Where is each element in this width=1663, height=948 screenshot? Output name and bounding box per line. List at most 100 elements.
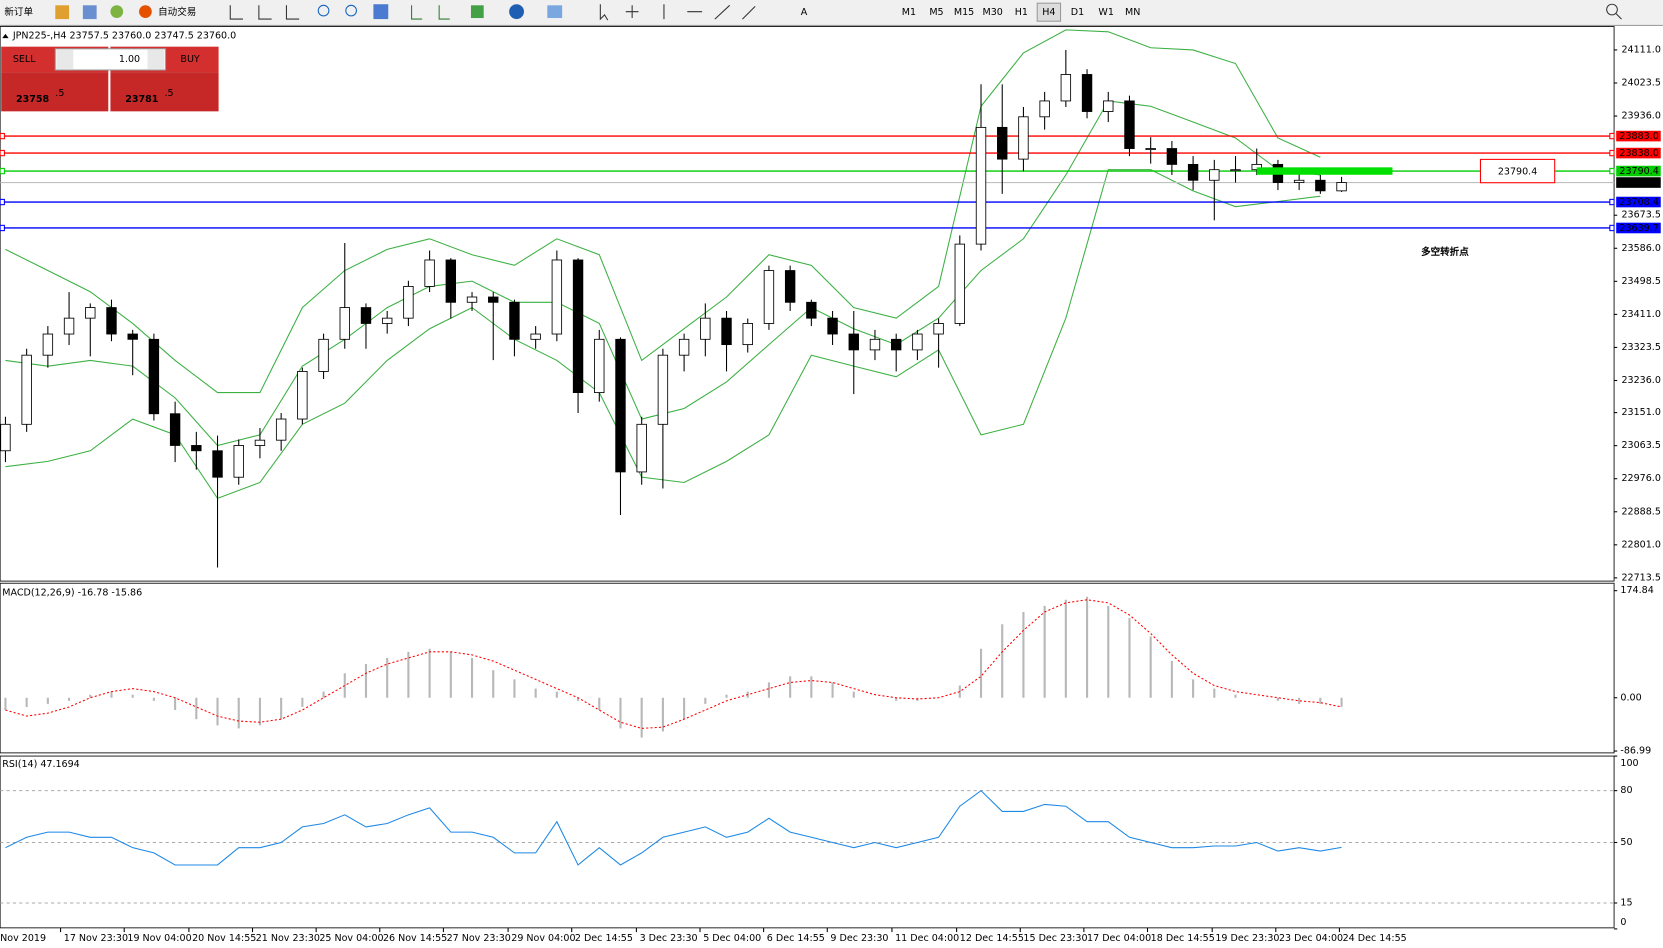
y-tick-label: 23236.0 — [1622, 375, 1661, 386]
icon[interactable] — [373, 4, 389, 20]
main-panel — [0, 26, 1615, 582]
sell-label[interactable]: SELL — [13, 54, 36, 65]
y-tick-label: 23673.5 — [1622, 210, 1661, 221]
candle-body — [318, 338, 329, 372]
y-tick-label: 80 — [1620, 785, 1632, 796]
timeframe-button[interactable]: M15 — [954, 7, 974, 18]
current-price-tag — [1616, 177, 1661, 188]
candle-body — [806, 301, 817, 319]
candle-body — [1060, 74, 1072, 102]
bid-price[interactable]: 23758 — [16, 94, 50, 105]
lots-spin[interactable] — [147, 49, 165, 69]
level-handle — [0, 132, 5, 140]
candle-body — [212, 450, 223, 478]
timeframe-button[interactable]: M1 — [902, 7, 916, 18]
candle-body — [106, 307, 117, 335]
x-tick-label: 18 Dec 14:55 — [1151, 933, 1215, 944]
toolbar-button[interactable]: 新订单 — [4, 6, 33, 18]
level-tag-label: 23883.0 — [1619, 131, 1658, 142]
lots-value[interactable]: 1.00 — [119, 54, 140, 65]
y-tick-label: 50 — [1620, 837, 1632, 848]
icon[interactable] — [345, 4, 357, 17]
bid-pips[interactable]: .5 — [55, 88, 64, 99]
ask-box[interactable] — [110, 72, 219, 112]
buy-label[interactable]: BUY — [180, 54, 200, 65]
x-tick-label: 19 Nov 04:00 — [127, 933, 191, 944]
timeframe-button[interactable]: M5 — [929, 7, 943, 18]
candle-body — [997, 126, 1008, 160]
x-tick-label: 24 Dec 14:55 — [1343, 933, 1407, 944]
icon[interactable] — [470, 5, 484, 19]
collapse-icon — [2, 33, 9, 39]
timeframe-button[interactable]: W1 — [1098, 7, 1113, 18]
candle-body — [63, 317, 75, 335]
icon[interactable] — [599, 4, 756, 21]
candle-body — [1081, 74, 1093, 112]
icon[interactable] — [82, 5, 97, 20]
candle-body — [975, 126, 987, 245]
x-tick-label: Nov 2019 — [0, 933, 46, 944]
icon[interactable] — [229, 5, 300, 20]
y-tick-label: 23151.0 — [1622, 407, 1661, 418]
candle-body — [678, 338, 690, 356]
bollinger-upper — [5, 29, 1321, 394]
x-tick-label: 19 Dec 23:30 — [1215, 933, 1279, 944]
level-tag-label: 23790.4 — [1619, 166, 1658, 177]
candle-body — [1315, 179, 1326, 192]
level-tag — [1616, 130, 1661, 142]
x-tick-label: 29 Nov 04:00 — [511, 933, 575, 944]
level-handle — [0, 149, 5, 157]
ask-pips[interactable]: .5 — [165, 88, 174, 99]
icon[interactable] — [110, 5, 124, 19]
candle-body — [191, 445, 202, 452]
x-tick-label: 3 Dec 23:30 — [640, 933, 698, 944]
timeframe-button[interactable]: MN — [1125, 7, 1140, 18]
candle-body — [381, 317, 393, 324]
level-tag — [1616, 165, 1661, 177]
candle-body — [1187, 163, 1199, 181]
y-tick-label: 23498.5 — [1622, 276, 1661, 287]
ask-price[interactable]: 23781 — [125, 94, 158, 105]
y-tick-label: 100 — [1620, 758, 1638, 769]
timeframe-active — [1036, 2, 1062, 22]
chart-window — [0, 26, 1663, 948]
level-handle — [0, 167, 5, 175]
lots-box[interactable] — [54, 48, 167, 71]
level-tag-label: 23708.4 — [1619, 197, 1658, 208]
timeframe-button[interactable]: H1 — [1015, 7, 1028, 18]
toolbar-button[interactable]: 自动交易 — [158, 6, 196, 18]
y-tick-label: 23063.5 — [1622, 440, 1661, 451]
macd-header: MACD(12,26,9) -16.78 -15.86 — [2, 587, 142, 598]
level-handle — [1609, 132, 1615, 140]
y-tick-label: 23586.0 — [1622, 243, 1661, 254]
x-tick-label: 9 Dec 23:30 — [830, 933, 888, 944]
icon[interactable] — [509, 4, 524, 20]
timeframe-button[interactable]: D1 — [1071, 7, 1084, 18]
lots-spin[interactable] — [56, 49, 74, 69]
timeframe-button[interactable]: H4 — [1042, 7, 1055, 18]
x-tick-label: 15 Dec 23:30 — [1023, 933, 1087, 944]
candle-body — [360, 307, 372, 324]
candle-body — [1166, 148, 1178, 165]
bid-box[interactable] — [1, 72, 109, 112]
icon[interactable] — [55, 5, 70, 20]
candle-body — [1145, 148, 1156, 151]
x-tick-label: 27 Nov 23:30 — [447, 933, 511, 944]
search-icon[interactable] — [1606, 3, 1622, 20]
icon[interactable] — [317, 4, 330, 17]
chart-header: JPN225-,H4 23757.5 23760.0 23747.5 23760… — [12, 31, 236, 42]
icon[interactable] — [547, 5, 563, 19]
candle-body — [1230, 169, 1241, 172]
toolbar-button[interactable]: A — [801, 7, 808, 18]
x-tick-label: 2 Dec 14:55 — [575, 933, 633, 944]
candle-body — [509, 301, 520, 340]
x-tick-label: 5 Dec 04:00 — [703, 933, 761, 944]
icon[interactable] — [139, 5, 152, 19]
annotation: 多空转折点 — [1421, 246, 1469, 258]
candle-body — [530, 333, 541, 340]
y-tick-label: 15 — [1620, 897, 1632, 908]
icon[interactable] — [411, 5, 450, 20]
price-callout: 23790.4 — [1498, 167, 1537, 178]
timeframe-button[interactable]: M30 — [983, 7, 1003, 18]
